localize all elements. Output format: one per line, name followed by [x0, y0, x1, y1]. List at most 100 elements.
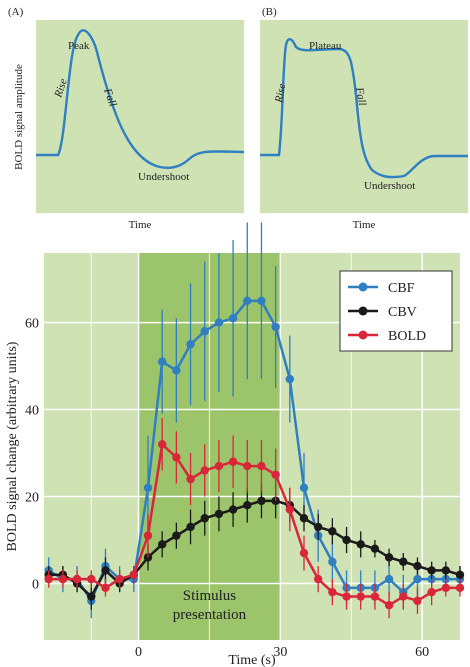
x-tick-label-0: 0: [135, 645, 142, 660]
panel-a-response-curve: [36, 29, 245, 169]
bold-point: [399, 592, 408, 601]
bold-point: [455, 583, 465, 593]
bold-point: [58, 574, 68, 584]
legend-label-cbv: CBV: [388, 305, 417, 320]
cbv-point: [172, 531, 181, 540]
bold-point: [157, 440, 167, 449]
bold-point: [143, 531, 153, 540]
legend-item-bold: BOLD: [348, 329, 426, 344]
y-tick-label-20: 20: [25, 491, 39, 506]
y-tick-label-40: 40: [25, 404, 39, 419]
cbf-point: [328, 557, 337, 566]
cbf-point: [143, 483, 153, 493]
bold-point: [271, 470, 280, 479]
cbv-point: [384, 553, 394, 562]
bold-point: [413, 596, 422, 606]
bold-point: [172, 453, 181, 462]
panel-a-plot-area: [36, 20, 244, 213]
panel-b-letter: (B): [262, 6, 277, 18]
bold-point: [313, 574, 323, 584]
legend-marker-cbf: [358, 282, 368, 292]
panel-a-undershoot-label: Undershoot: [138, 171, 189, 183]
cbv-point: [328, 527, 337, 536]
legend-item-cbv: CBV: [348, 305, 417, 320]
panel-b-plateau-label: Plateau: [309, 40, 342, 52]
tick-labels: 0 30 60 0 20 40 60: [25, 317, 429, 660]
cbv-point: [257, 496, 266, 506]
cbf-point: [200, 327, 209, 336]
legend: CBF CBV BOLD: [339, 270, 453, 352]
series-layer: [44, 222, 465, 619]
cbv-point: [101, 566, 110, 575]
cbv-point: [186, 522, 195, 532]
bold-point: [285, 505, 295, 514]
y-tick-label-60: 60: [25, 317, 39, 332]
bold-point: [186, 474, 195, 484]
cbv-point: [356, 540, 365, 549]
bold-point: [101, 583, 110, 593]
legend-label-bold: BOLD: [388, 329, 426, 344]
cbv-point: [313, 522, 323, 532]
bold-point: [243, 461, 252, 471]
bold-point: [342, 592, 351, 601]
bold-point: [257, 461, 266, 471]
cbv-point: [157, 540, 167, 549]
cbv-point: [342, 535, 351, 545]
panel-b: (B) Time Rise Plateau Fall Undershoot: [260, 6, 468, 231]
bold-point: [384, 601, 394, 610]
cbf-point: [299, 483, 309, 493]
cbf-point: [413, 574, 422, 584]
bold-point: [72, 574, 82, 584]
legend-item-cbf: CBF: [348, 281, 415, 296]
cbf-point: [384, 574, 394, 584]
x-tick-label-30: 30: [273, 645, 287, 660]
panel-a-peak-label: Peak: [68, 40, 90, 52]
panel-a-x-axis-label: Time: [129, 219, 152, 231]
panel-a-rise-label: Rise: [52, 77, 70, 100]
panel-b-response-curve: [260, 38, 468, 179]
bold-point: [356, 592, 365, 601]
bold-point: [299, 548, 309, 558]
cbv-point: [413, 561, 422, 571]
panel-a-y-axis-label: BOLD signal amplitude: [13, 64, 25, 170]
panel-b-undershoot-label: Undershoot: [364, 180, 415, 192]
cbf-point: [214, 318, 224, 327]
stimulus-label-line1: Stimulus: [183, 588, 237, 604]
bold-point: [129, 570, 139, 579]
cbv-point: [370, 544, 380, 553]
cbf-point: [271, 322, 280, 332]
cbv-point: [455, 570, 465, 579]
cbf-point: [228, 314, 238, 323]
panel-b-fall-label: Fall: [353, 85, 368, 106]
bold-point: [115, 574, 124, 584]
y-tick-label-0: 0: [32, 577, 39, 592]
series-bold: [44, 418, 465, 619]
cbv-point: [299, 514, 309, 523]
panel-b-rise-label: Rise: [273, 83, 288, 105]
bold-point: [228, 457, 238, 466]
cbf-point: [172, 366, 181, 375]
bold-point: [87, 574, 96, 584]
cbv-point: [441, 566, 451, 575]
bold-point: [200, 466, 209, 475]
cbf-point: [186, 340, 195, 349]
bold-point: [370, 592, 380, 601]
legend-label-cbf: CBF: [388, 281, 415, 296]
cbf-point: [285, 374, 295, 384]
y-axis-label: BOLD signal change (arbitrary units): [5, 341, 20, 551]
stimulus-label-line2: presentation: [173, 607, 247, 623]
cbv-point: [243, 501, 252, 510]
panel-b-plot-area: [260, 20, 468, 213]
bold-point: [441, 583, 451, 593]
bold-point: [214, 461, 224, 471]
bold-point: [44, 574, 53, 584]
cbv-point: [87, 592, 96, 601]
cbf-point: [257, 296, 266, 306]
bold-point: [427, 587, 436, 597]
main-chart: 0 30 60 0 20 40 60 Stimulus presentation BOLD …: [5, 222, 465, 667]
panel-a-letter: (A): [8, 6, 24, 18]
cbv-point: [214, 509, 224, 519]
cbv-point: [228, 505, 238, 514]
bold-point: [328, 587, 337, 597]
